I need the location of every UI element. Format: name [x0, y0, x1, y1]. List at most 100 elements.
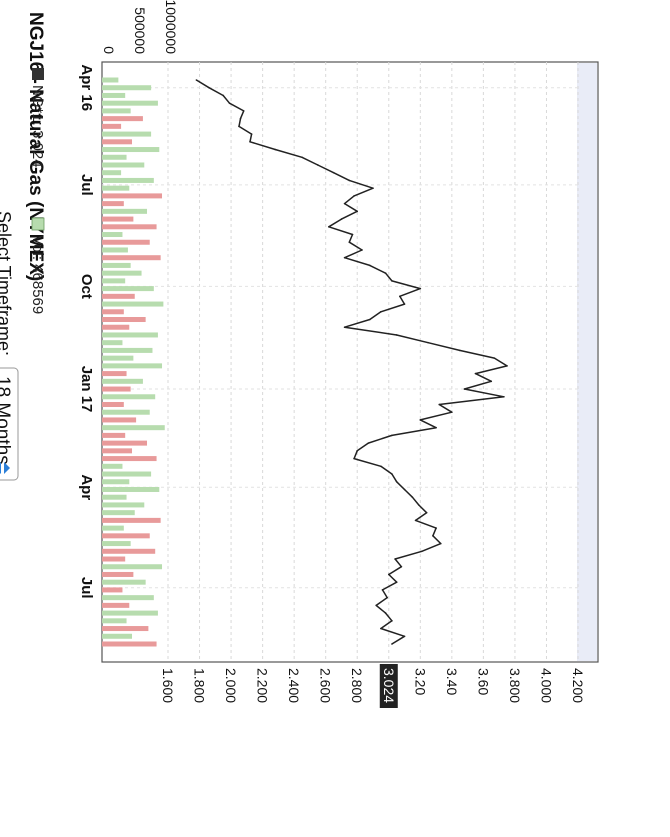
- legend-band: [577, 63, 597, 661]
- volume-bar: [102, 293, 135, 299]
- volume-bar: [102, 479, 130, 485]
- price-series: [195, 79, 508, 645]
- volume-bar: [102, 100, 158, 106]
- price-point: [384, 612, 387, 614]
- volume-tick-label: 0: [101, 46, 117, 54]
- price-point: [474, 372, 477, 375]
- volume-bar: [101, 401, 124, 407]
- volume-bar: [102, 571, 134, 577]
- price-point: [400, 565, 403, 568]
- volume-bar: [102, 216, 134, 222]
- volume-bar: [102, 301, 164, 307]
- volume-bar: [101, 309, 124, 315]
- price-point: [432, 535, 434, 537]
- price-tick-label: 2.800: [349, 668, 365, 703]
- price-point: [328, 225, 330, 228]
- volume-bar: [101, 201, 124, 207]
- volume-bar: [101, 533, 150, 539]
- price-point: [369, 318, 371, 321]
- price-point: [222, 94, 224, 97]
- volume-bar: [101, 556, 126, 562]
- volume-bar: [102, 587, 123, 593]
- chevron-down-icon[interactable]: [0, 462, 1, 474]
- price-tick-label: 4.000: [538, 668, 554, 703]
- price-point: [380, 465, 382, 468]
- volume-bar: [102, 494, 127, 500]
- volume-bar: [102, 208, 148, 214]
- grid: [102, 62, 579, 662]
- volume-bar: [101, 448, 133, 454]
- volume-bar: [101, 286, 154, 292]
- x-tick-label: Apr 16: [78, 64, 95, 111]
- price-point: [419, 419, 422, 421]
- volume-bar: [101, 262, 131, 268]
- volume-bar: [101, 409, 150, 415]
- price-point: [367, 442, 370, 444]
- price-axis: 4.200 4.000 3.800 3.60 3.40 3.20 3.024 2.800 2.6…: [160, 664, 586, 708]
- price-point: [421, 550, 423, 553]
- price-point: [343, 202, 346, 205]
- x-tick-label: Oct: [78, 274, 95, 299]
- volume-bar: [101, 116, 143, 122]
- plot-frame: [101, 61, 599, 663]
- price-point: [411, 496, 414, 499]
- volume-bar: [101, 456, 157, 462]
- volume-bar: [101, 239, 150, 245]
- timeframe-select-box[interactable]: [0, 367, 19, 481]
- price-point: [458, 349, 461, 352]
- volume-bar: [101, 162, 145, 168]
- price-point: [353, 195, 355, 197]
- price-point: [394, 558, 396, 560]
- price-point: [343, 326, 346, 329]
- price-point: [414, 519, 417, 522]
- price-point: [250, 133, 253, 135]
- price-point: [369, 264, 371, 267]
- price-point: [380, 310, 382, 313]
- volume-bar: [102, 154, 127, 160]
- volume-bar: [101, 394, 156, 400]
- price-point: [391, 643, 393, 645]
- price-tick-label: 3.40: [444, 668, 460, 695]
- volume-bar: [102, 471, 152, 477]
- volume-bar: [101, 425, 165, 431]
- volume-bar: [102, 517, 161, 523]
- volume-bar: [101, 595, 154, 601]
- volume-bar: [102, 185, 130, 191]
- price-point: [451, 411, 453, 414]
- volume-bar: [102, 347, 153, 353]
- timeframe-selected[interactable]: 18 Months: [0, 376, 13, 465]
- price-point: [348, 179, 351, 182]
- volume-bar: [101, 626, 149, 632]
- price-point: [384, 272, 387, 274]
- volume-bar: [101, 633, 133, 639]
- volume-bar: [102, 610, 158, 616]
- volume-bar: [101, 641, 157, 647]
- price-line: [196, 79, 508, 645]
- chevron-up-icon[interactable]: [4, 462, 10, 474]
- price-point: [380, 627, 382, 630]
- price-point: [395, 334, 398, 336]
- price-point: [340, 218, 343, 220]
- volume-tick-label: 500000: [132, 7, 148, 54]
- price-point: [395, 480, 398, 483]
- price-point: [440, 542, 442, 545]
- volume-bar: [102, 324, 130, 330]
- timeframe-label: Select Timeframe:: [0, 211, 14, 356]
- price-point: [356, 450, 359, 452]
- volume-bar: [102, 463, 123, 469]
- price-point: [427, 341, 429, 344]
- price-point: [195, 79, 198, 81]
- price-point: [391, 434, 393, 437]
- price-tick-label: 4.200: [570, 668, 586, 703]
- x-tick-label: Jul: [78, 577, 95, 599]
- volume-bar: [102, 340, 123, 346]
- timeframe-select[interactable]: 18 Months: [0, 367, 19, 481]
- volume-bar: [102, 131, 152, 137]
- volume-bar: [101, 77, 119, 83]
- volume-bar: [101, 386, 131, 392]
- price-tick-label: 3.800: [507, 668, 523, 703]
- volume-bar: [101, 92, 126, 98]
- volume-bar: [102, 579, 146, 585]
- volume-bar: [101, 432, 126, 438]
